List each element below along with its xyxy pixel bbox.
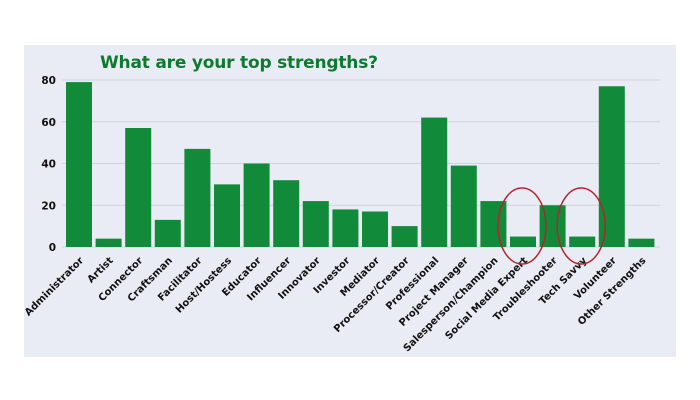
- bar: [510, 236, 536, 247]
- bar: [598, 86, 625, 247]
- bar: [66, 82, 92, 248]
- chart-title: What are your top strengths?: [100, 53, 378, 73]
- bar: [421, 117, 448, 247]
- y-tick-label: 60: [41, 117, 56, 129]
- gridlines: [62, 79, 660, 248]
- bars: [66, 82, 655, 248]
- bar: [95, 238, 122, 247]
- highlight-ellipse: [556, 187, 606, 265]
- x-tick-label: Administrator: [23, 255, 86, 318]
- x-axis-labels: Administrator ArtistConnectorCraftsmanFac…: [23, 255, 649, 354]
- y-tick-label: 20: [41, 200, 56, 212]
- bar: [569, 236, 596, 247]
- annotations: [497, 187, 606, 265]
- y-axis-ticks: 0 20 40 60 80: [41, 75, 56, 254]
- bar: [214, 184, 240, 247]
- y-tick-label: 0: [49, 242, 56, 254]
- bar: [480, 201, 507, 247]
- highlight-ellipse: [497, 187, 547, 265]
- x-tick-label: Professional: [384, 255, 441, 312]
- bar: [302, 201, 329, 247]
- bar: [628, 238, 655, 247]
- y-tick-label: 40: [41, 159, 56, 171]
- bar: [184, 148, 211, 247]
- bar: [391, 226, 418, 247]
- y-tick-label: 80: [41, 75, 56, 87]
- bar: [450, 165, 477, 247]
- bar: [273, 180, 300, 247]
- bar: [362, 211, 388, 247]
- bar: [332, 209, 359, 247]
- bar: [154, 219, 181, 247]
- bar: [125, 128, 152, 247]
- bar: [243, 163, 270, 247]
